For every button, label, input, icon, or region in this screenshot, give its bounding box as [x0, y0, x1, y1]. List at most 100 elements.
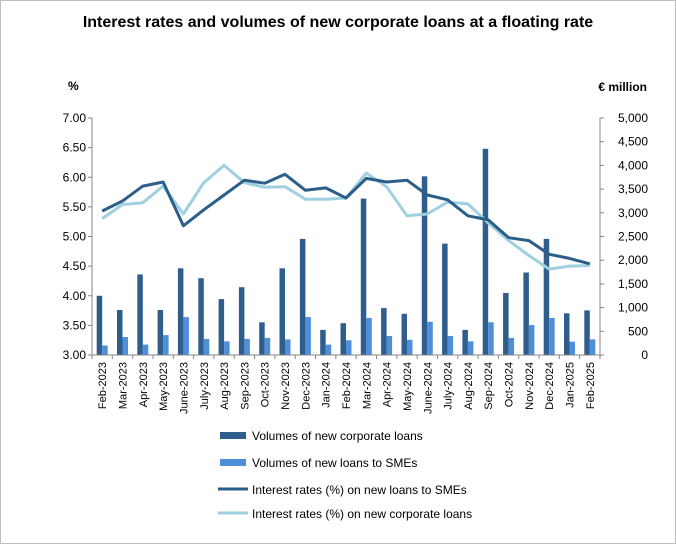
bar-corporate-1: [117, 310, 123, 355]
x-tick-label: Apr-2023: [138, 362, 150, 407]
x-tick-label: Feb-2025: [585, 362, 597, 409]
bar-sme-17: [447, 336, 454, 355]
x-tick-label: May-2023: [158, 362, 170, 411]
bar-corporate-4: [177, 268, 184, 355]
right-tick-label: 2,500: [618, 230, 648, 244]
axes-group: 3.00 3.50 4.00 4.50 5.00 5.50 6.00 6.50 7.00 0 500…: [63, 111, 649, 414]
bar-corporate-2: [137, 274, 143, 355]
bar-corporate-16: [421, 176, 428, 355]
x-tick-label: Oct-2023: [260, 362, 272, 407]
right-tick-label: 3,500: [618, 182, 648, 196]
bar-corporate-15: [401, 313, 407, 355]
x-tick-label: Oct-2024: [504, 362, 516, 407]
bar-sme-18: [467, 341, 474, 355]
legend-label-1: Volumes of new loans to SMEs: [252, 456, 417, 470]
bar-corporate-10: [299, 238, 306, 355]
left-tick-label: 3.00: [63, 348, 87, 362]
bar-sme-3: [163, 335, 169, 355]
sme-rate-line: [101, 172, 591, 266]
bar-corporate-21: [523, 272, 529, 355]
bar-corporate-11: [320, 329, 326, 355]
right-tick-label: 5,000: [618, 111, 648, 125]
left-tick-label: 4.00: [63, 289, 87, 303]
bar-sme-2: [142, 344, 149, 355]
x-tick-label: Aug-2024: [463, 362, 475, 410]
right-tick-label: 0: [641, 348, 648, 362]
right-tick-label: 4,000: [618, 158, 648, 172]
left-axis-unit: %: [68, 79, 79, 93]
x-tick-label: May-2024: [402, 362, 414, 411]
x-tick-label: Jan-2025: [565, 362, 577, 408]
chart-title: Interest rates and volumes of new corpor…: [82, 14, 594, 31]
x-tick-label: Dec-2023: [300, 362, 312, 410]
x-tick-label: Mar-2023: [118, 362, 130, 409]
legend-swatch-0: [220, 432, 246, 439]
bar-corporate-13: [360, 198, 367, 355]
bar-sme-11: [325, 344, 332, 355]
bar-sme-21: [528, 325, 535, 355]
bar-sme-16: [427, 321, 433, 355]
legend-label-2: Interest rates (%) on new loans to SMEs: [252, 483, 467, 497]
bar-corporate-17: [442, 243, 448, 355]
legend: Volumes of new corporate loans Volumes of…: [218, 429, 472, 521]
left-tick-label: 4.50: [63, 259, 87, 273]
lines-group: [101, 163, 591, 271]
x-tick-label: Mar-2024: [361, 362, 373, 409]
bar-sme-5: [203, 338, 210, 355]
bar-corporate-22: [543, 238, 550, 355]
bar-sme-1: [122, 337, 128, 355]
right-tick-label: 1,000: [618, 301, 648, 315]
left-tick-label: 5.50: [63, 200, 87, 214]
bar-corporate-23: [564, 313, 570, 355]
corporate-rate-line: [101, 163, 590, 271]
x-tick-label: Sep-2023: [239, 362, 251, 410]
right-axis-unit: € million: [598, 80, 647, 94]
bar-corporate-18: [462, 329, 468, 355]
right-tick-label: 3,000: [618, 206, 648, 220]
bar-sme-15: [407, 339, 413, 355]
bar-sme-6: [224, 341, 230, 355]
bar-sme-7: [244, 338, 250, 355]
x-tick-label: Feb-2024: [341, 362, 353, 409]
x-tick-label: Apr-2024: [382, 362, 394, 407]
bars-group: [96, 148, 596, 356]
right-tick-label: 1,500: [618, 277, 648, 291]
bar-sme-8: [264, 337, 271, 355]
bar-corporate-0: [96, 295, 103, 356]
left-tick-label: 6.00: [63, 170, 87, 184]
bar-corporate-12: [340, 323, 346, 355]
bar-sme-22: [549, 318, 555, 355]
bar-sme-19: [488, 322, 494, 355]
legend-label-0: Volumes of new corporate loans: [252, 429, 423, 443]
bar-corporate-9: [279, 268, 285, 355]
bar-sme-20: [508, 337, 515, 355]
bar-sme-14: [386, 336, 393, 355]
x-tick-label: Nov-2023: [280, 362, 292, 410]
bar-sme-9: [285, 339, 291, 355]
x-tick-label: Jan-2024: [321, 362, 333, 408]
x-tick-label: July-2023: [199, 362, 211, 410]
x-tick-label: Dec-2024: [544, 362, 556, 410]
x-tick-label: Sep-2024: [483, 362, 495, 410]
left-tick-label: 7.00: [63, 111, 87, 125]
x-tick-label: June-2024: [422, 362, 434, 414]
bar-corporate-7: [238, 287, 245, 355]
right-tick-label: 4,500: [618, 135, 648, 149]
bar-corporate-6: [218, 299, 225, 355]
left-tick-label: 6.50: [63, 141, 87, 155]
x-tick-label: Nov-2024: [524, 362, 536, 410]
bar-corporate-24: [584, 310, 590, 355]
bar-corporate-14: [381, 308, 387, 355]
left-tick-label: 5.00: [63, 230, 87, 244]
bar-corporate-3: [157, 310, 164, 355]
bar-corporate-20: [503, 292, 509, 355]
x-tick-label: June-2023: [178, 362, 190, 414]
bar-sme-24: [589, 339, 596, 355]
bar-sme-13: [366, 318, 372, 355]
x-tick-label: July-2024: [443, 362, 455, 410]
bar-sme-10: [305, 317, 311, 355]
right-tick-label: 2,000: [618, 253, 648, 267]
bar-sme-4: [183, 317, 189, 355]
bar-corporate-5: [198, 278, 204, 355]
